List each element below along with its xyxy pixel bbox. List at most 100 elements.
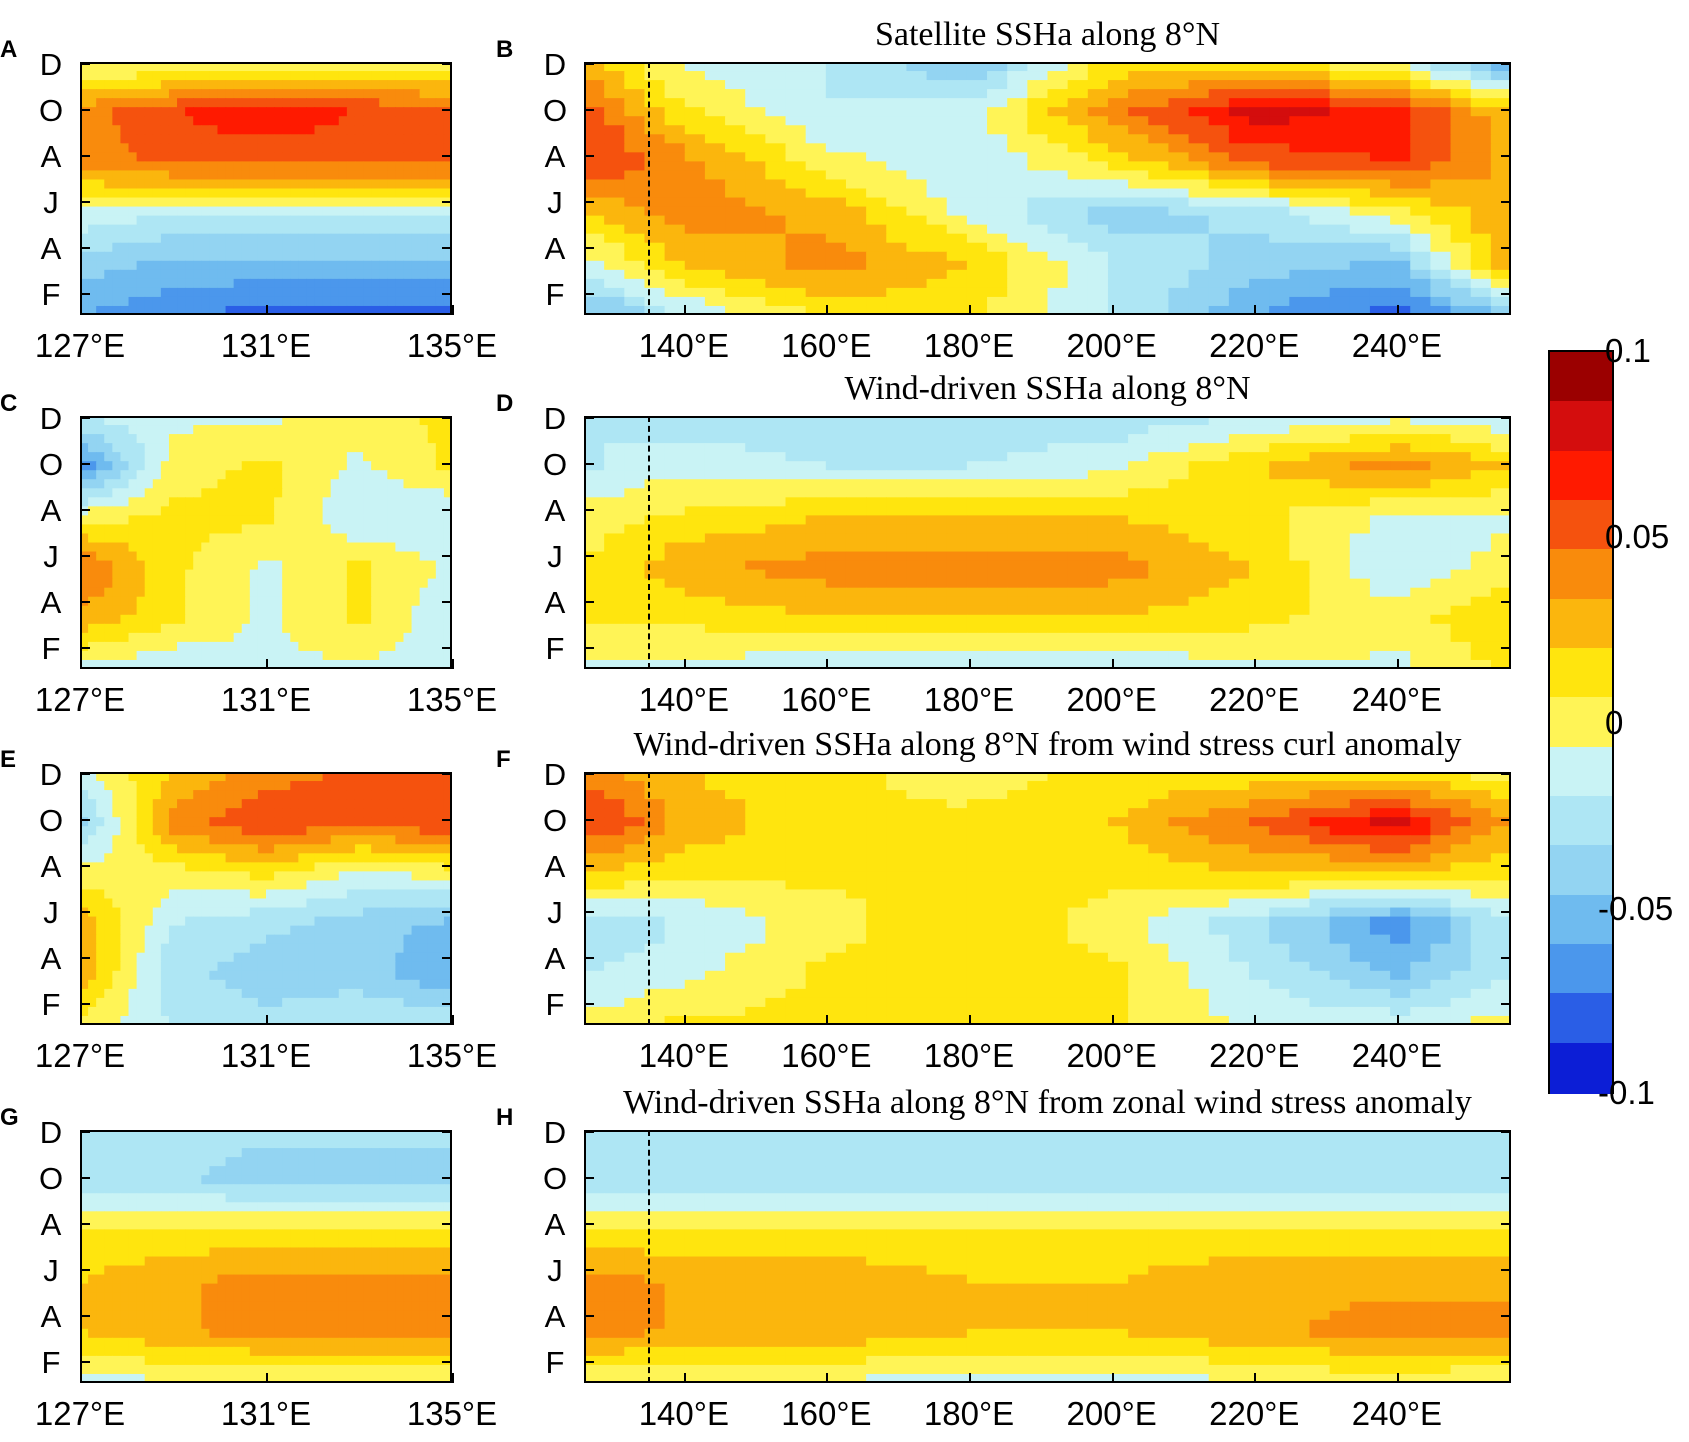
- heatmap-cell: [387, 125, 396, 135]
- heatmap-cell: [233, 278, 243, 289]
- heatmap-cell: [1249, 461, 1270, 471]
- heatmap-cell: [725, 116, 746, 126]
- heatmap-cell: [1289, 524, 1311, 535]
- heatmap-cell: [1390, 596, 1411, 607]
- heatmap-cell: [427, 623, 437, 634]
- heatmap-cell: [144, 134, 154, 144]
- heatmap-cell: [177, 269, 186, 280]
- heatmap-cell: [725, 488, 746, 498]
- heatmap-cell: [290, 71, 299, 81]
- heatmap-cell: [664, 71, 686, 81]
- heatmap-cell: [1450, 89, 1472, 99]
- heatmap-cell: [1470, 170, 1492, 181]
- heatmap-cell: [185, 632, 194, 643]
- heatmap-cell: [160, 89, 170, 99]
- heatmap-cell: [233, 542, 243, 553]
- heatmap-cell: [112, 560, 122, 571]
- heatmap-cell: [1148, 560, 1170, 571]
- heatmap-cell: [1450, 587, 1472, 598]
- heatmap-cell: [725, 215, 746, 226]
- heatmap-cell: [354, 425, 364, 435]
- heatmap-cell: [387, 134, 396, 144]
- heatmap-cell: [604, 416, 625, 426]
- heatmap-cell: [805, 533, 827, 544]
- heatmap-cell: [1188, 161, 1210, 172]
- heatmap-cell: [1128, 170, 1149, 181]
- heatmap-cell: [298, 542, 308, 553]
- heatmap-cell: [419, 551, 429, 562]
- heatmap-cell: [346, 251, 356, 262]
- heatmap-cell: [704, 452, 726, 462]
- heatmap-cell: [298, 443, 308, 453]
- ytick-mark: [1501, 293, 1511, 295]
- heatmap-cell: [866, 443, 887, 453]
- heatmap-cell: [1269, 80, 1290, 90]
- heatmap-cell: [330, 650, 340, 661]
- heatmap-cell: [1369, 515, 1391, 526]
- heatmap-cell: [624, 434, 646, 444]
- heatmap-cell: [584, 533, 605, 544]
- heatmap-cell: [290, 443, 299, 453]
- heatmap-cell: [644, 242, 666, 253]
- heatmap-cell: [1450, 470, 1472, 480]
- heatmap-cell: [201, 251, 210, 262]
- heatmap-cell: [886, 443, 908, 453]
- heatmap-cell: [926, 416, 948, 426]
- heatmap-cell: [322, 515, 332, 526]
- heatmap-cell: [604, 170, 625, 181]
- heatmap-cell: [684, 251, 706, 262]
- heatmap-cell: [1168, 533, 1190, 544]
- heatmap-cell: [1349, 515, 1371, 526]
- heatmap-cell: [584, 125, 605, 135]
- heatmap-cell: [193, 305, 202, 315]
- heatmap-cell: [966, 416, 988, 426]
- heatmap-cell: [1410, 587, 1431, 598]
- heatmap-cell: [684, 614, 706, 625]
- heatmap-cell: [282, 215, 291, 226]
- heatmap-cell: [427, 89, 437, 99]
- heatmap-cell: [1007, 125, 1028, 135]
- heatmap-cell: [785, 287, 807, 298]
- heatmap-cell: [427, 152, 437, 162]
- heatmap-cell: [1249, 125, 1270, 135]
- heatmap-cell: [1289, 80, 1311, 90]
- heatmap-cell: [217, 62, 227, 72]
- heatmap-cell: [1148, 71, 1170, 81]
- heatmap-cell: [906, 134, 928, 144]
- heatmap-cell: [241, 605, 251, 616]
- heatmap-cell: [805, 488, 827, 498]
- heatmap-cell: [346, 116, 356, 126]
- heatmap-cell: [266, 524, 275, 535]
- heatmap-cell: [274, 296, 283, 307]
- heatmap-cell: [926, 116, 948, 126]
- heatmap-cell: [745, 524, 766, 535]
- heatmap-cell: [411, 605, 421, 616]
- heatmap-cell: [886, 452, 908, 462]
- heatmap-cell: [290, 305, 299, 315]
- heatmap-cell: [282, 107, 291, 117]
- heatmap-cell: [644, 233, 666, 244]
- heatmap-cell: [168, 434, 178, 444]
- heatmap-cell: [346, 650, 356, 661]
- heatmap-cell: [987, 506, 1008, 516]
- heatmap-cell: [233, 179, 243, 190]
- heatmap-cell: [987, 515, 1008, 526]
- heatmap-cell: [745, 479, 766, 489]
- heatmap-cell: [233, 578, 243, 589]
- heatmap-cell: [435, 251, 445, 262]
- heatmap-cell: [290, 587, 299, 598]
- heatmap-cell: [644, 506, 666, 516]
- heatmap-cell: [233, 569, 243, 580]
- heatmap-cell: [152, 170, 162, 181]
- heatmap-cell: [1390, 116, 1411, 126]
- heatmap-cell: [330, 533, 340, 544]
- heatmap-cell: [241, 71, 251, 81]
- heatmap-cell: [1107, 278, 1129, 289]
- heatmap-cell: [1188, 215, 1210, 226]
- heatmap-cell: [354, 125, 364, 135]
- heatmap-cell: [845, 116, 867, 126]
- heatmap-cell: [1450, 125, 1472, 135]
- heatmap-cell: [395, 71, 405, 81]
- heatmap-cell: [785, 278, 807, 289]
- heatmap-cell: [193, 524, 202, 535]
